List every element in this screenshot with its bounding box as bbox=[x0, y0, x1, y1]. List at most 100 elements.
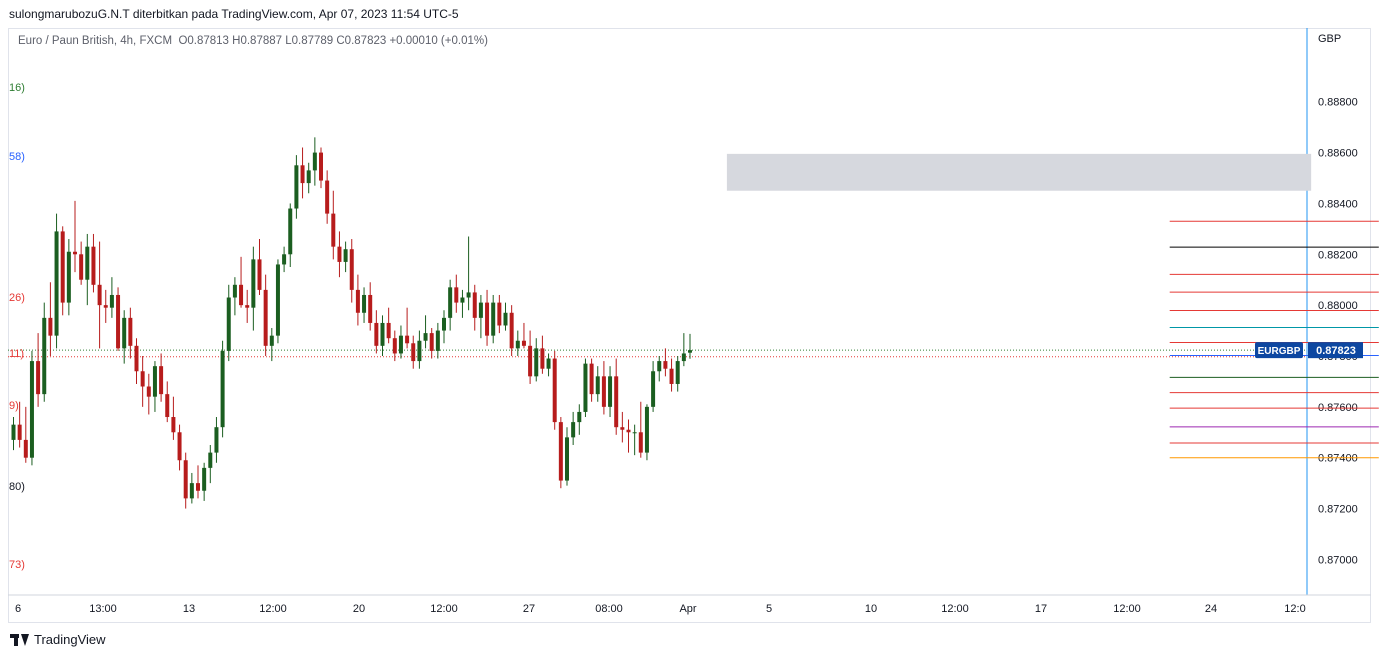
candle-body bbox=[355, 289, 360, 313]
symbol-badge-label: EURGBP bbox=[1258, 346, 1301, 357]
candle-body bbox=[312, 152, 317, 171]
candle-body bbox=[202, 467, 207, 491]
candle-body bbox=[411, 343, 416, 362]
candle-body bbox=[485, 302, 490, 336]
y-tick-label: 0.87400 bbox=[1318, 453, 1358, 465]
candle-body bbox=[251, 259, 256, 308]
candle-body bbox=[239, 284, 244, 306]
y-tick-label: 0.87000 bbox=[1318, 554, 1358, 566]
left-cut-label: 26) bbox=[9, 291, 25, 304]
candle-body bbox=[85, 246, 90, 280]
x-tick-label: 12:0 bbox=[1284, 603, 1305, 615]
candle-body bbox=[589, 363, 594, 395]
candle-body bbox=[565, 437, 569, 481]
y-tick-label: 0.88600 bbox=[1318, 148, 1358, 160]
x-tick-label: 13:00 bbox=[89, 603, 117, 615]
currency-label: GBP bbox=[1318, 33, 1342, 45]
candle-body bbox=[521, 340, 526, 346]
candle-body bbox=[608, 376, 613, 407]
candle-body bbox=[681, 353, 686, 362]
published-caption: sulongmarubozuG.N.T diterbitkan pada Tra… bbox=[9, 7, 459, 21]
candle-body bbox=[454, 287, 459, 303]
x-tick-label: 12:00 bbox=[259, 603, 287, 615]
candle-body bbox=[73, 251, 77, 255]
candle-body bbox=[368, 294, 373, 323]
price-badge bbox=[1308, 342, 1363, 359]
candle-body bbox=[288, 208, 293, 255]
y-tick-label: 0.88000 bbox=[1318, 300, 1358, 312]
candle-body bbox=[509, 312, 514, 349]
candle-body bbox=[177, 432, 182, 461]
candle-body bbox=[54, 231, 59, 336]
tradingview-logo[interactable]: TradingView bbox=[10, 632, 106, 647]
candle-body bbox=[343, 249, 348, 262]
candle-body bbox=[657, 361, 662, 372]
candle-body bbox=[620, 427, 625, 430]
candle-body bbox=[66, 251, 71, 303]
candle-body bbox=[146, 386, 151, 397]
candle-body bbox=[626, 429, 631, 433]
candle-body bbox=[429, 333, 434, 351]
y-tick-label: 0.88400 bbox=[1318, 198, 1358, 210]
candle-body bbox=[534, 348, 539, 377]
candle-body bbox=[103, 305, 108, 308]
candle-body bbox=[109, 294, 114, 308]
candle-body bbox=[128, 317, 133, 346]
candle-body bbox=[97, 284, 102, 306]
candle-body bbox=[183, 460, 188, 499]
left-cut-label: 9) bbox=[9, 399, 19, 412]
x-tick-label: Apr bbox=[679, 603, 696, 615]
left-cut-label: 80) bbox=[9, 481, 25, 494]
candle-body bbox=[349, 249, 354, 290]
candle-body bbox=[48, 317, 53, 336]
candle-body bbox=[23, 439, 28, 458]
candle-body bbox=[546, 358, 551, 369]
candle-body bbox=[165, 394, 170, 418]
candle-body bbox=[540, 348, 545, 369]
x-tick-label: 20 bbox=[353, 603, 365, 615]
candle-body bbox=[140, 371, 145, 387]
candle-body bbox=[392, 338, 397, 354]
candle-body bbox=[386, 322, 391, 339]
x-tick-label: 27 bbox=[523, 603, 535, 615]
candle-body bbox=[232, 284, 237, 298]
candle-body bbox=[595, 376, 600, 395]
symbol-legend: Euro / Paun British, 4h, FXCM O0.87813 H… bbox=[18, 35, 488, 47]
candle-body bbox=[42, 317, 47, 395]
candle-body bbox=[294, 165, 299, 209]
candle-body bbox=[398, 335, 403, 354]
candle-body bbox=[337, 246, 342, 262]
left-cut-label: 11) bbox=[9, 347, 25, 360]
chart-frame bbox=[8, 28, 1371, 623]
price-badge-label: 0.87823 bbox=[1316, 345, 1356, 357]
candle-body bbox=[552, 358, 557, 423]
candle-body bbox=[91, 246, 96, 285]
candle-body bbox=[134, 345, 139, 372]
y-tick-label: 0.88200 bbox=[1318, 249, 1358, 261]
x-tick-label: 12:00 bbox=[430, 603, 458, 615]
supply-zone bbox=[726, 153, 1312, 191]
candle-body bbox=[220, 350, 225, 428]
y-tick-label: 0.88800 bbox=[1318, 97, 1358, 109]
candle-body bbox=[405, 335, 410, 344]
candle-body bbox=[159, 366, 164, 395]
candle-body bbox=[275, 264, 280, 336]
candle-body bbox=[644, 406, 649, 453]
candle-body bbox=[60, 231, 65, 303]
candle-body bbox=[448, 287, 453, 318]
x-tick-label: 12:00 bbox=[1113, 603, 1141, 615]
candle-body bbox=[36, 361, 41, 395]
candle-body bbox=[325, 180, 330, 214]
candle-body bbox=[478, 302, 483, 318]
candle-body bbox=[11, 424, 16, 440]
ohlc-values: O0.87813 H0.87887 L0.87789 C0.87823 +0.0… bbox=[178, 35, 488, 47]
tradingview-icon bbox=[10, 633, 30, 646]
candle-body bbox=[460, 297, 465, 303]
candle-body bbox=[269, 335, 274, 346]
candle-body bbox=[466, 292, 471, 298]
candle-body bbox=[79, 254, 84, 280]
candle-body bbox=[632, 432, 637, 434]
candle-body bbox=[116, 294, 121, 349]
candle-body bbox=[688, 350, 692, 353]
